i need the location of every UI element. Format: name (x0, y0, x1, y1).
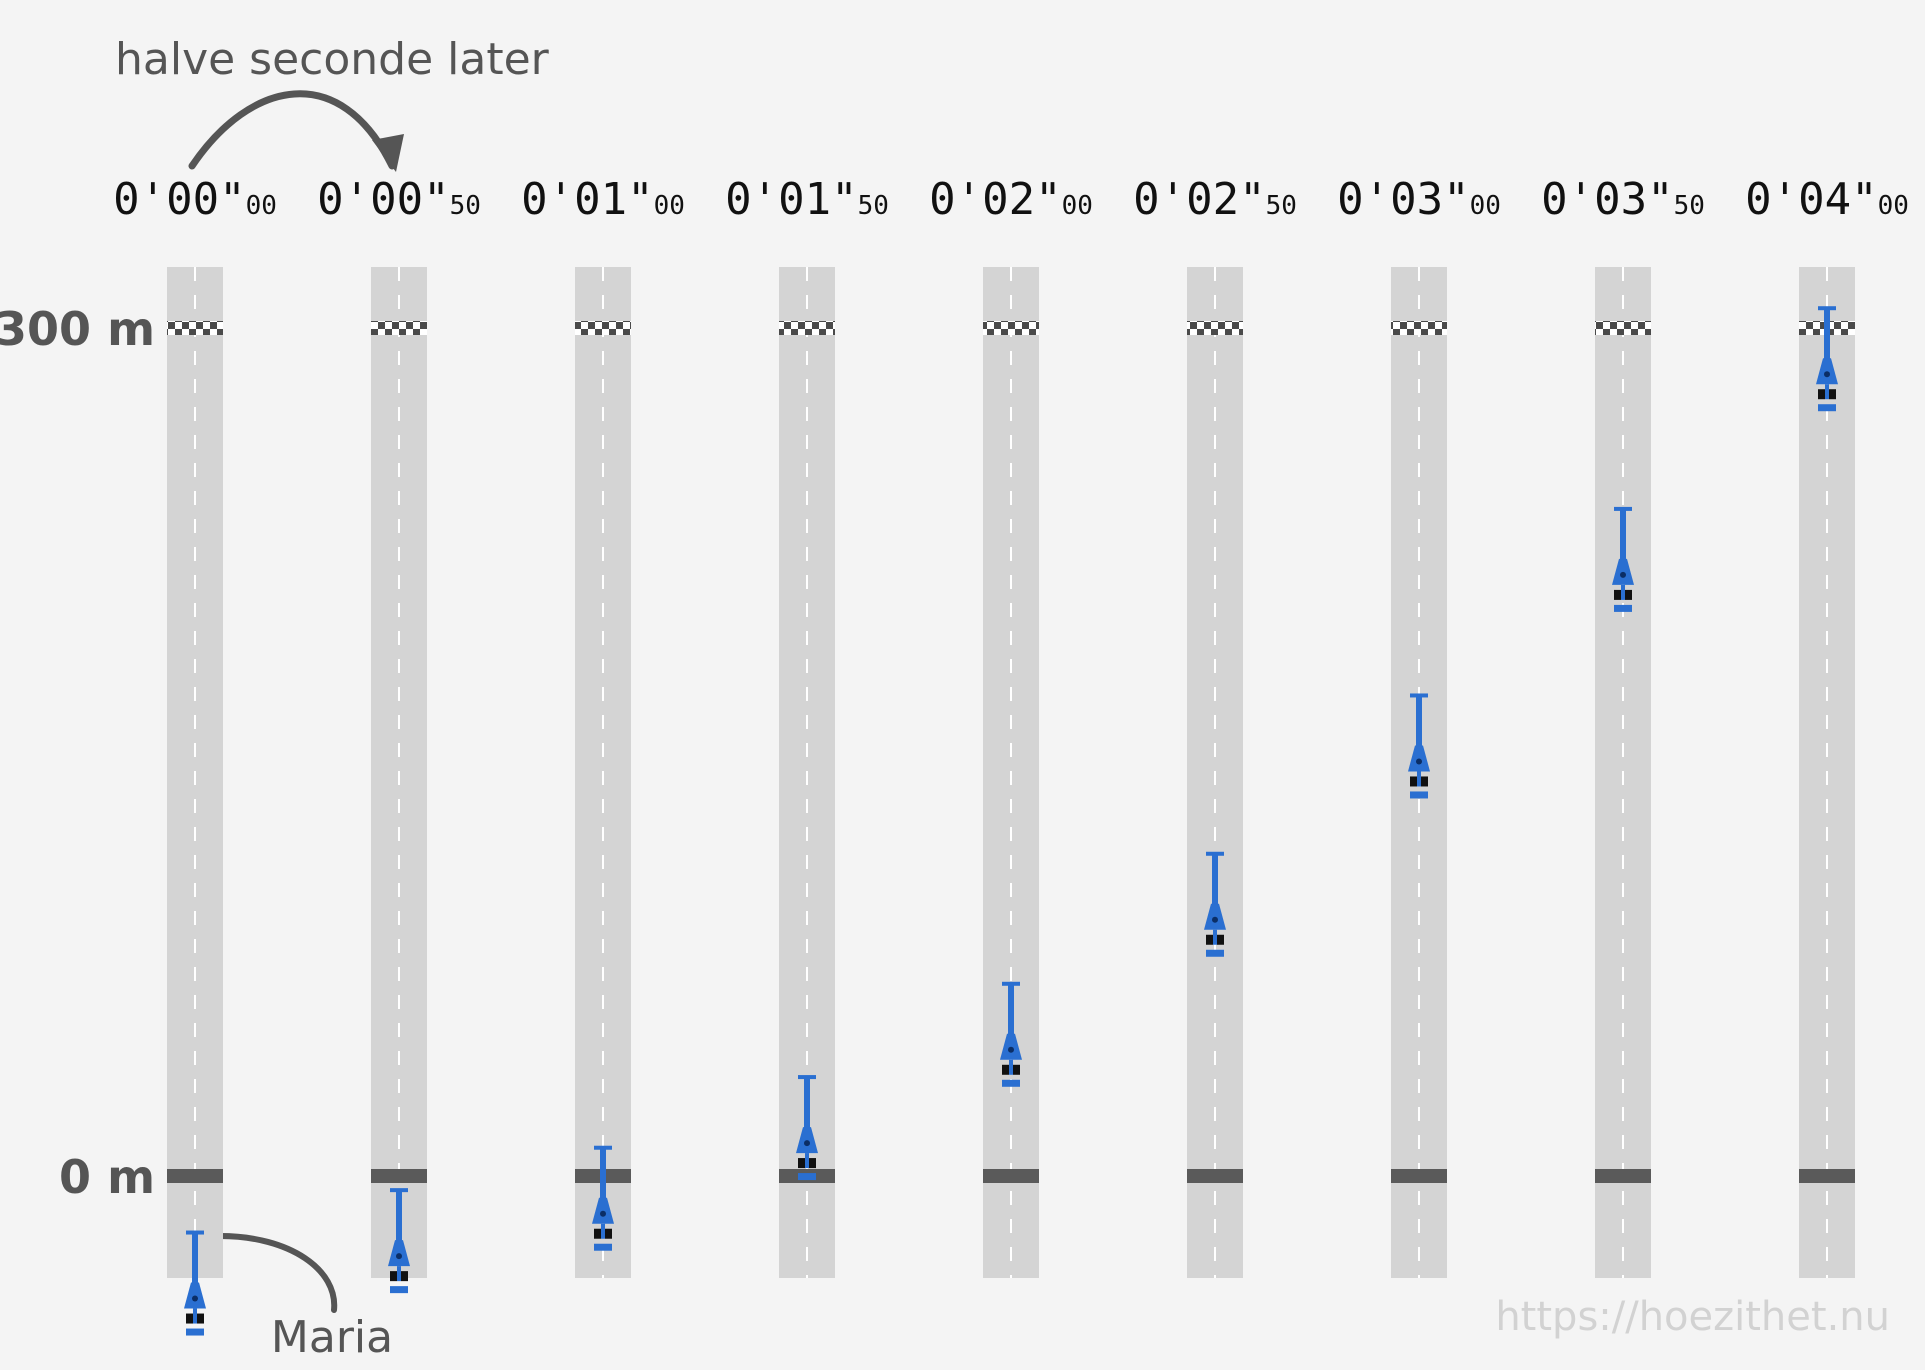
half-second-arrowhead (372, 134, 404, 172)
finish-line (779, 321, 835, 335)
timestamp-main: 0'02" (1133, 174, 1265, 225)
frame-7: 0'03"50 (1541, 174, 1705, 1278)
start-line (1595, 1169, 1651, 1183)
timestamp-label: 0'03"50 (1541, 174, 1705, 225)
half-second-arrow (188, 90, 396, 170)
finish-line (983, 321, 1039, 335)
start-line (1187, 1169, 1243, 1183)
timestamp-fraction: 00 (654, 191, 685, 221)
frame-8: 0'04"00 (1745, 174, 1909, 1278)
race-car-icon (1204, 851, 1226, 957)
start-line (1799, 1169, 1855, 1183)
timestamp-fraction: 50 (858, 191, 889, 221)
timestamp-label: 0'01"00 (521, 174, 685, 225)
timestamp-main: 0'01" (725, 174, 857, 225)
timestamp-fraction: 00 (1878, 191, 1909, 221)
finish-line (1187, 321, 1243, 335)
race-car-icon (184, 1230, 206, 1336)
race-car-icon (388, 1188, 410, 1294)
car-label-pointer (217, 1233, 338, 1313)
finish-line (167, 321, 223, 335)
timestamp-fraction: 00 (1062, 191, 1093, 221)
race-car-icon (1408, 693, 1430, 799)
frame-6: 0'03"00 (1337, 174, 1501, 1278)
frame-4: 0'02"00 (929, 174, 1093, 1278)
frame-3: 0'01"50 (725, 174, 889, 1278)
timestamp-main: 0'01" (521, 174, 653, 225)
timestamp-main: 0'02" (929, 174, 1061, 225)
frame-2: 0'01"00 (521, 174, 685, 1278)
timestamp-label: 0'00"50 (317, 174, 481, 225)
frames-layer: 0'00"00 0'00"50 0'01"00 0'01"50 0'02"00 0'02"… (113, 174, 1909, 1336)
frame-5: 0'02"50 (1133, 174, 1297, 1278)
timestamp-main: 0'03" (1541, 174, 1673, 225)
timestamp-main: 0'04" (1745, 174, 1877, 225)
watermark: https://hoezithet.nu (1495, 1294, 1890, 1340)
finish-line (1391, 321, 1447, 335)
car-label: Maria (271, 1312, 393, 1363)
finish-line (575, 321, 631, 335)
frame-0: 0'00"00 (113, 174, 277, 1336)
timestamp-main: 0'00" (113, 174, 245, 225)
timestamp-fraction: 50 (450, 191, 481, 221)
start-line (371, 1169, 427, 1183)
timestamp-fraction: 50 (1674, 191, 1705, 221)
finish-line (371, 321, 427, 335)
start-line (167, 1169, 223, 1183)
timestamp-label: 0'04"00 (1745, 174, 1909, 225)
race-car-icon (1000, 981, 1022, 1087)
finish-distance-label: 300 m (0, 302, 155, 356)
start-line (983, 1169, 1039, 1183)
timestamp-main: 0'03" (1337, 174, 1469, 225)
timestamp-main: 0'00" (317, 174, 449, 225)
finish-line (1595, 321, 1651, 335)
timestamp-label: 0'03"00 (1337, 174, 1501, 225)
race-car-icon (796, 1075, 818, 1181)
race-car-icon (1612, 506, 1634, 612)
start-distance-label: 0 m (59, 1150, 155, 1204)
timestamp-label: 0'00"00 (113, 174, 277, 225)
race-car-icon (592, 1145, 614, 1251)
timestamp-label: 0'01"50 (725, 174, 889, 225)
timestamp-fraction: 00 (1470, 191, 1501, 221)
timestamp-fraction: 00 (246, 191, 277, 221)
race-car-icon (1816, 306, 1838, 412)
half-second-annotation: halve seconde later (115, 34, 550, 85)
start-line (1391, 1169, 1447, 1183)
timestamp-label: 0'02"00 (929, 174, 1093, 225)
frame-1: 0'00"50 (317, 174, 481, 1294)
timestamp-label: 0'02"50 (1133, 174, 1297, 225)
timestamp-fraction: 50 (1266, 191, 1297, 221)
